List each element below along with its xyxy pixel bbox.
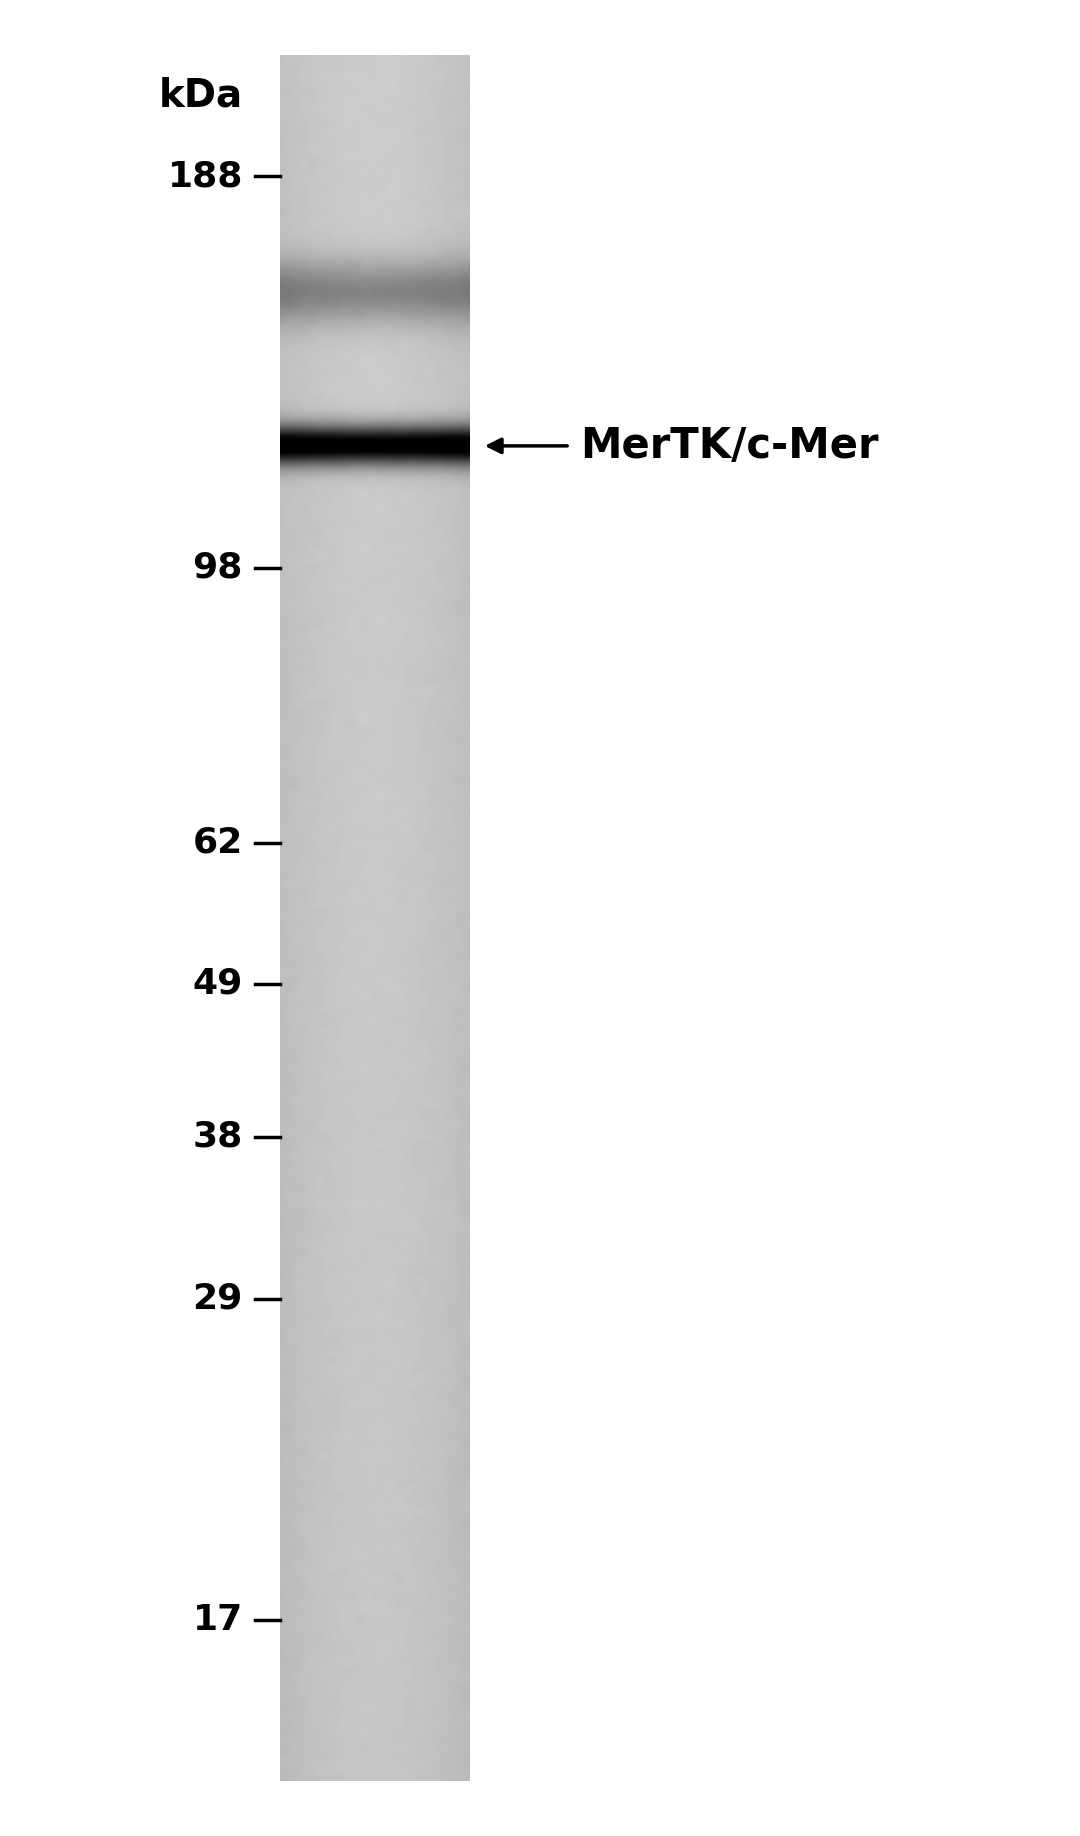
Text: 62: 62 bbox=[192, 826, 243, 859]
Text: 49: 49 bbox=[192, 968, 243, 1001]
Text: MerTK/c-Mer: MerTK/c-Mer bbox=[580, 424, 878, 466]
Text: kDa: kDa bbox=[159, 77, 243, 114]
Text: 17: 17 bbox=[192, 1603, 243, 1636]
Text: 38: 38 bbox=[192, 1120, 243, 1153]
Text: 188: 188 bbox=[167, 160, 243, 193]
Text: 29: 29 bbox=[192, 1282, 243, 1316]
Text: 98: 98 bbox=[192, 551, 243, 584]
